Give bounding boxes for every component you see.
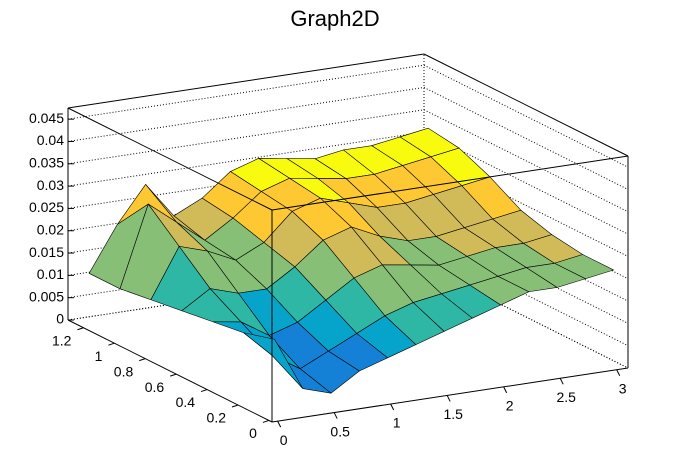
z-tick-label: 0.035 — [29, 154, 64, 170]
axis-edge — [67, 319, 273, 423]
x-tick-label: 2 — [506, 398, 514, 414]
grid-line — [423, 153, 629, 257]
z-tick-label: 0.02 — [37, 221, 64, 237]
x-tick — [277, 420, 282, 428]
z-tick-label: 0.03 — [37, 177, 64, 193]
y-tick-label: 0.2 — [207, 410, 227, 426]
axis-edge — [271, 367, 629, 423]
x-tick — [390, 403, 395, 411]
grid-line — [67, 86, 425, 142]
grid-line — [423, 265, 629, 369]
y-tick-label: 0.4 — [176, 394, 196, 410]
z-tick-label: 0.04 — [37, 132, 64, 148]
grid-line — [67, 131, 425, 187]
y-tick — [77, 327, 84, 331]
y-tick — [139, 358, 146, 362]
chart-title: Graph2D — [290, 6, 379, 31]
z-tick-label: 0.045 — [29, 110, 64, 126]
x-tick-label: 3 — [619, 380, 627, 396]
z-tick-label: 0.01 — [37, 266, 64, 282]
z-tick-label: 0.015 — [29, 244, 64, 260]
z-tick-label: 0.005 — [29, 288, 64, 304]
grid-line — [67, 64, 425, 120]
grid-line — [423, 64, 629, 168]
y-tick-label: 0.8 — [114, 363, 134, 379]
y-tick — [108, 342, 115, 346]
x-tick — [503, 386, 508, 394]
axis-edge — [67, 107, 273, 211]
x-tick-label: 2.5 — [556, 389, 576, 405]
z-tick-label: 0 — [56, 311, 64, 327]
y-tick-label: 1 — [95, 348, 103, 364]
x-tick — [559, 378, 564, 385]
y-tick — [262, 419, 270, 423]
y-tick-label: 0.6 — [145, 379, 165, 395]
x-tick — [333, 412, 338, 419]
y-tick — [200, 389, 208, 393]
y-tick-label: 0 — [249, 425, 257, 441]
grid-line — [423, 87, 629, 190]
x-tick-label: 0 — [280, 432, 288, 448]
y-tick — [231, 404, 239, 408]
y-tick-label: 1.2 — [52, 332, 72, 348]
y-tick — [170, 373, 177, 377]
grid-line — [423, 131, 629, 235]
grid-line — [423, 243, 629, 347]
x-tick — [616, 369, 621, 376]
x-tick — [446, 395, 451, 402]
x-tick-label: 1.5 — [443, 406, 463, 422]
z-tick-label: 0.025 — [29, 199, 64, 215]
grid-line — [67, 109, 425, 165]
grid-line — [423, 109, 629, 213]
x-tick-label: 1 — [393, 415, 401, 431]
axis-edge — [271, 155, 629, 211]
x-tick-label: 0.5 — [330, 423, 350, 439]
axis-edge — [67, 53, 425, 109]
axis-edge — [423, 53, 629, 157]
